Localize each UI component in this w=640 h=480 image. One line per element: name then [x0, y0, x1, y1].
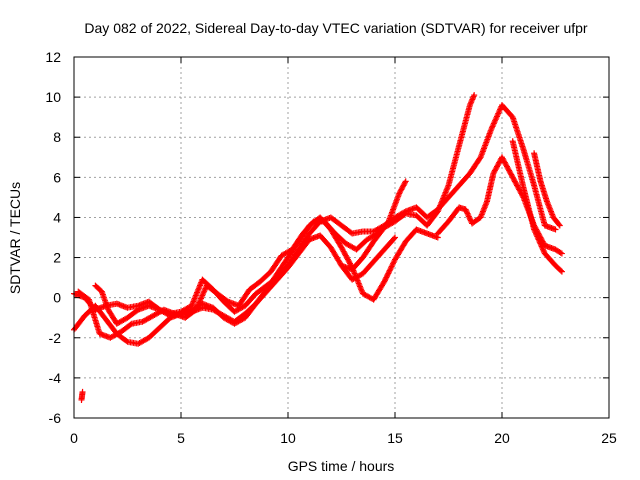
data-point — [389, 260, 396, 267]
x-tick-label: 25 — [601, 430, 617, 446]
series-track-8 — [531, 150, 563, 229]
plot-frame — [73, 56, 610, 419]
y-tick-label: 6 — [53, 169, 61, 185]
series-track-5 — [338, 92, 478, 273]
data-point — [383, 274, 390, 281]
data-point — [557, 249, 564, 256]
x-axis-label: GPS time / hours — [288, 458, 395, 474]
data-point — [385, 268, 392, 275]
data-point — [476, 155, 483, 162]
y-tick-label: -2 — [49, 330, 62, 346]
data-point — [123, 337, 130, 344]
data-point — [385, 270, 392, 277]
x-tick-label: 15 — [387, 430, 403, 446]
data-point — [471, 92, 478, 99]
data-point — [381, 278, 388, 285]
y-tick-label: 12 — [45, 49, 61, 65]
chart-title: Day 082 of 2022, Sidereal Day-to-day VTE… — [84, 20, 588, 36]
data-point — [383, 273, 390, 280]
data-point — [555, 221, 562, 228]
data-point — [557, 267, 564, 274]
data-point — [552, 226, 559, 233]
data-point — [389, 262, 396, 269]
data-point — [558, 268, 565, 275]
data-point — [558, 250, 565, 257]
data-point — [387, 264, 394, 271]
data-point — [391, 235, 398, 242]
data-point — [387, 266, 394, 273]
series-track-2 — [71, 214, 441, 347]
y-tick-label: 4 — [53, 209, 61, 225]
data-point — [79, 388, 86, 395]
data-point — [386, 267, 393, 274]
data-point — [382, 275, 389, 282]
y-tick-label: -4 — [49, 370, 62, 386]
series-outlier — [78, 388, 86, 403]
x-tick-label: 0 — [70, 430, 78, 446]
data-point — [390, 259, 397, 266]
data-point — [392, 234, 398, 241]
data-point — [384, 271, 391, 278]
y-axis-label: SDTVAR / TECUs — [7, 182, 23, 294]
series-track-4 — [92, 102, 559, 327]
y-tick-label: 2 — [53, 250, 61, 266]
series-track-7 — [509, 138, 565, 275]
data-point — [127, 321, 134, 328]
y-tick-label: 8 — [53, 129, 61, 145]
x-tick-label: 20 — [494, 430, 510, 446]
axis-ticks: 0 5 10 15 20 25 -6 -4 -2 0 2 4 6 8 10 12 — [45, 49, 617, 446]
data-point — [402, 178, 409, 185]
y-tick-label: 10 — [45, 89, 61, 105]
data-points — [71, 92, 565, 403]
data-point — [381, 277, 388, 284]
y-tick-label: 0 — [53, 290, 61, 306]
x-tick-label: 10 — [280, 430, 296, 446]
data-point — [388, 263, 395, 270]
data-point — [401, 179, 408, 186]
y-tick-label: -6 — [49, 410, 62, 426]
x-tick-label: 5 — [177, 430, 185, 446]
data-point — [556, 222, 563, 229]
